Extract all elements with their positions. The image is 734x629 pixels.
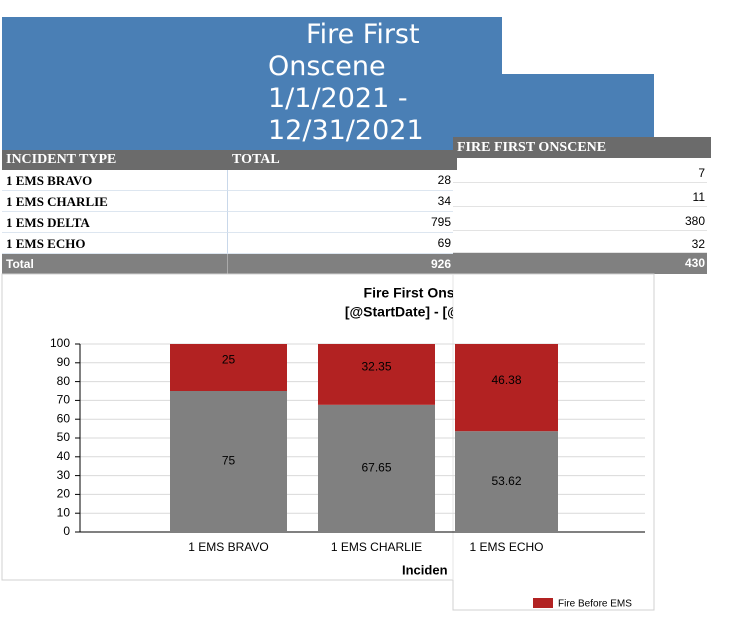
plot: 0 10 20 30 40 50 60 70 80 90 100 75 25 1 EMS BRAVO 67.… (50, 336, 645, 610)
value-label: 75 (222, 454, 236, 468)
value-label: 67.65 (361, 461, 391, 475)
y-tick-label: 30 (57, 468, 71, 482)
title-line: Fire First (306, 19, 420, 50)
value-label: 53.62 (491, 474, 521, 488)
bar-segment (455, 344, 558, 432)
value-label: 32.35 (361, 360, 391, 374)
row-total: 69 (228, 233, 453, 254)
bar-segment (170, 391, 287, 532)
bar-segment (318, 344, 435, 405)
value-label: 46.38 (491, 373, 521, 387)
row-value: 32 (453, 231, 707, 253)
y-tick-label: 80 (57, 374, 71, 388)
row-total: 795 (228, 212, 453, 233)
bar-segment (455, 431, 558, 532)
y-tick-label: 90 (57, 355, 71, 369)
column-header: TOTAL (228, 150, 457, 170)
y-tick-label: 0 (63, 524, 70, 538)
chart-subtitle: [@StartDate] - [@EndDa (345, 304, 506, 320)
title-line: 12/31/2021 (268, 115, 424, 146)
header-panel (2, 17, 502, 150)
row-total: 34 (228, 191, 453, 212)
y-tick-label: 70 (57, 393, 71, 407)
y-tick-label: 100 (50, 336, 70, 350)
chart-title: Fire First Onscene (364, 285, 487, 301)
y-tick-label: 60 (57, 411, 71, 425)
y-tick-label: 20 (57, 487, 71, 501)
row-value: 380 (453, 207, 707, 231)
row-label: 1 EMS ECHO (2, 233, 228, 254)
legend-swatch (533, 598, 553, 608)
x-tick-label: 1 EMS BRAVO (188, 540, 268, 554)
legend-label: Fire Before EMS (558, 599, 632, 610)
title-line: Onscene (268, 51, 386, 82)
total-value: 430 (453, 253, 707, 274)
column-header: INCIDENT TYPE (2, 150, 232, 170)
y-tick-label: 10 (57, 505, 71, 519)
x-axis-title: Inciden (402, 562, 448, 577)
title-line: 1/1/2021 - (268, 83, 408, 114)
column-header: FIRE FIRST ONSCENE (453, 137, 711, 158)
row-label: 1 EMS CHARLIE (2, 191, 228, 212)
total-value: 926 (228, 254, 453, 274)
total-label: Total (2, 254, 228, 274)
value-label: 25 (222, 353, 236, 367)
row-value: 11 (453, 183, 707, 207)
bar-segment (170, 344, 287, 391)
row-label: 1 EMS DELTA (2, 212, 228, 233)
bar-segment (318, 404, 435, 532)
x-tick-label: 1 EMS CHARLIE (331, 540, 422, 554)
row-total: 28 (228, 170, 453, 191)
y-tick-label: 50 (57, 430, 71, 444)
y-tick-label: 40 (57, 449, 71, 463)
x-tick-label: 1 EMS ECHO (469, 540, 543, 554)
row-value: 7 (453, 158, 707, 183)
row-label: 1 EMS BRAVO (2, 170, 228, 191)
